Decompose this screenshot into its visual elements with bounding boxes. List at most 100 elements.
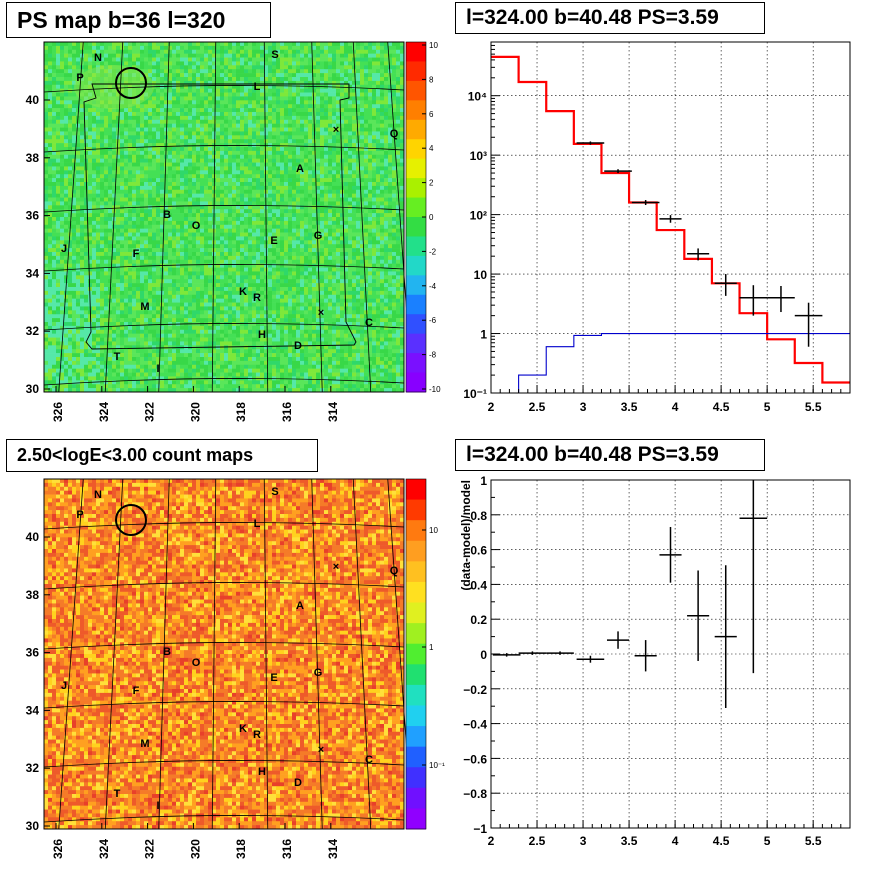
background-histogram-blue — [518, 332, 850, 393]
count_map-palette-label: 10 — [429, 526, 438, 535]
ps_map-y-tick-label: 32 — [26, 324, 40, 338]
spectrum-title: l=324.00 b=40.48 PS=3.59 — [455, 2, 765, 34]
ps_map-palette-step — [406, 61, 426, 82]
ps_map-parallel-line — [43, 323, 405, 331]
ps_map-palette-label: -2 — [429, 247, 437, 256]
ps_map-parallel-line — [43, 264, 405, 272]
count_map-palette-step — [406, 643, 426, 665]
count_map-x-tick-label: 324 — [97, 839, 111, 859]
residual-y-tick-label: 1 — [480, 474, 487, 488]
count_map-region-label: I — [156, 800, 159, 812]
ps_map-y-tick-label: 40 — [26, 93, 40, 107]
count_map-meridian-line — [158, 478, 170, 830]
count_map-meridian-line — [58, 478, 84, 830]
ps_map-meridian-line — [352, 41, 372, 393]
ps_map-palette-step — [406, 217, 426, 237]
spectrum-y-tick-label: 1 — [480, 328, 487, 342]
ps_map-parallel-line — [43, 378, 405, 386]
ps_map-parallel-line — [43, 145, 405, 153]
ps_map-region-label: O — [192, 220, 201, 232]
ps_map-palette-step — [406, 314, 426, 335]
count_map-palette-step — [406, 684, 426, 706]
spectrum-x-tick-label: 2.5 — [529, 400, 546, 414]
ps_map-region-label: B — [163, 209, 171, 221]
ps_map-meridian-line — [58, 41, 84, 393]
ps_map-region-label: L — [254, 81, 261, 93]
ps_map-region-label: C — [365, 317, 373, 329]
count_map-meridian-line — [311, 478, 323, 830]
ps_map-palette-step — [406, 275, 426, 296]
ps_map-region-label: J — [61, 243, 67, 255]
ps_map-region-label: I — [156, 363, 159, 375]
count_map-region-label: H — [258, 766, 266, 778]
roi-boundary — [83, 83, 357, 350]
residual-x-tick-label: 2.5 — [529, 834, 546, 848]
ps_map-palette-step — [406, 197, 426, 218]
ps_map-x-tick-label: 320 — [188, 402, 202, 422]
count_map-palette-step — [406, 479, 426, 501]
ps_map-meridian-line — [104, 41, 124, 393]
ps_map-palette: 10 8 6 4 2 0 -2 -4 -6 -8 -10 — [405, 41, 441, 394]
count_map-x-tick-label: 326 — [51, 839, 65, 859]
residual-y-tick-label: −0.8 — [463, 787, 487, 801]
residual-y-axis-label: (data-model)/model — [459, 480, 473, 591]
count_map-x-tick-label: 322 — [143, 839, 157, 859]
spectrum-y-tick-label: 10⁴ — [468, 90, 487, 104]
ps_map-x-mark: × — [333, 124, 339, 136]
ps_map-region-label: P — [76, 72, 83, 84]
residual-title: l=324.00 b=40.48 PS=3.59 — [455, 439, 765, 471]
count_map-frame — [43, 478, 405, 830]
ps_map-region-label: M — [140, 301, 149, 313]
count_map-palette-step — [406, 726, 426, 748]
count_map-palette-step — [406, 767, 426, 789]
count_map-region-label: J — [61, 680, 67, 692]
ps_map-frame — [43, 41, 405, 393]
ps_map-palette-label: -6 — [429, 316, 437, 325]
residual-x-tick-label: 3 — [580, 834, 587, 848]
ps_map-palette-label: 0 — [429, 213, 434, 222]
count_map-x-mark: × — [333, 561, 339, 573]
count_map-palette: 10 1 10⁻¹ — [405, 478, 445, 830]
ps_map-y-tick-label: 38 — [26, 151, 40, 165]
count_map-palette-step — [406, 705, 426, 727]
count_map-texture — [44, 479, 405, 830]
ps_map-region-label: G — [314, 230, 323, 242]
count_map-palette-step — [406, 540, 426, 562]
ps_map-region-label: D — [294, 340, 302, 352]
residual-x-tick-label: 3.5 — [621, 834, 638, 848]
ps_map-meridian-line — [211, 41, 217, 393]
count_map-region-label: G — [314, 667, 323, 679]
residual-x-tick-label: 2 — [488, 834, 495, 848]
spectrum-y-tick-label: 10⁻¹ — [463, 387, 487, 401]
ps_map-region-label: H — [258, 329, 266, 341]
count_map-meridian-line — [104, 478, 124, 830]
count_map-region-label: S — [271, 486, 278, 498]
ps_map-region-label: S — [271, 49, 278, 61]
ps_map-palette-step — [406, 100, 426, 121]
count_map-region-label: A — [296, 600, 304, 612]
ps_map-palette-step — [406, 353, 426, 374]
ps_map-y-tick-label: 30 — [26, 382, 40, 396]
residual-x-tick-label: 5.5 — [805, 834, 822, 848]
count_map-x-mark: × — [318, 744, 324, 756]
count_map-region-label: N — [94, 489, 102, 501]
residual-plot: 2 2.5 3 3.5 4 4.5 5 5.5 −1 −0.8 −0.6 −0.4 −0.2 0 0.2 0.… — [459, 474, 851, 848]
ps_map-palette-label: -4 — [429, 282, 437, 291]
count_map-region-label: R — [253, 729, 261, 741]
residual-y-tick-label: −0.4 — [463, 718, 487, 732]
count_map-palette-step — [406, 746, 426, 768]
ps_map-x-tick-label: 324 — [97, 402, 111, 422]
count_map-region-label: K — [239, 723, 247, 735]
count_map-meridian-line — [352, 478, 372, 830]
count_map-palette-step — [406, 561, 426, 583]
residual-y-tick-label: 0.2 — [470, 613, 487, 627]
count_map-y-tick-label: 40 — [26, 530, 40, 544]
ps_map-meridian-line — [263, 41, 269, 393]
count_map-region-label: Q — [390, 565, 399, 577]
ps_map-palette-label: -10 — [429, 385, 441, 394]
count_map-x-tick-label: 318 — [234, 839, 248, 859]
ps_map-palette-label: 6 — [429, 110, 434, 119]
spectrum-y-tick-label: 10² — [470, 209, 487, 223]
ps_map-parallel-line — [43, 85, 405, 93]
count_map-parallel-line — [43, 582, 405, 590]
